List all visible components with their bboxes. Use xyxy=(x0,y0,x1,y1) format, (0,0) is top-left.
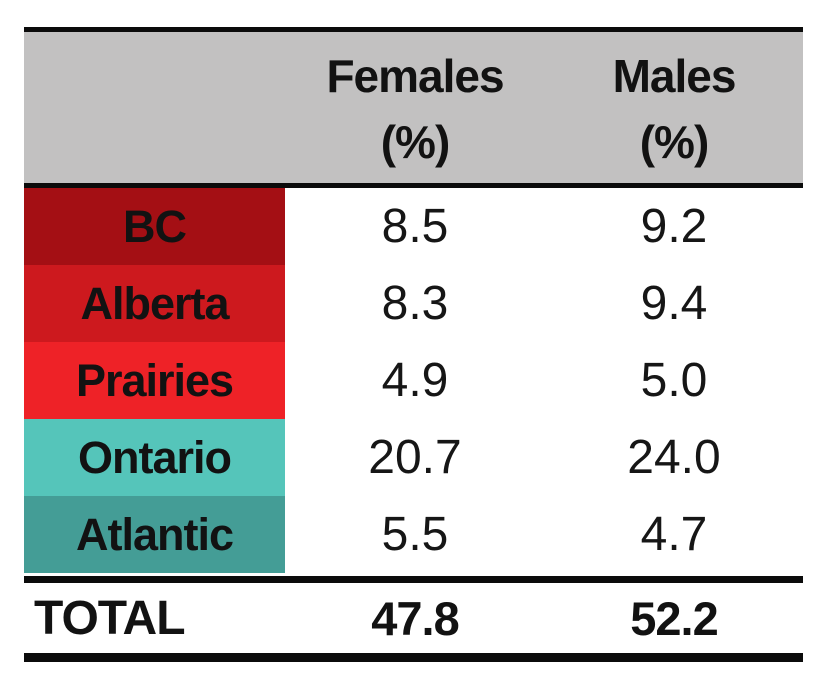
value-bc-females: 8.5 xyxy=(381,200,449,253)
header-bottom-rule xyxy=(24,183,803,188)
region-label-bc: BC xyxy=(24,188,285,265)
value-bc-males: 9.2 xyxy=(640,200,708,253)
bottom-rule xyxy=(24,653,803,662)
regional-sex-distribution-table: Females (%) Males (%) BC 8.5 9.2 Alberta… xyxy=(24,27,803,662)
table-row-atlantic: Atlantic 5.5 4.7 xyxy=(24,496,803,573)
table-row-alberta: Alberta 8.3 9.4 xyxy=(24,265,803,342)
top-rule xyxy=(24,27,803,32)
total-males-value: 52.2 xyxy=(630,591,718,645)
header-males-unit: (%) xyxy=(639,115,710,168)
table-header-row: Females (%) Males (%) xyxy=(24,32,803,183)
header-females-label: Females xyxy=(326,50,504,103)
total-label: TOTAL xyxy=(34,591,186,645)
region-label-atlantic: Atlantic xyxy=(24,496,285,573)
value-atlantic-males: 4.7 xyxy=(640,508,708,561)
value-alberta-males: 9.4 xyxy=(640,277,708,330)
value-ontario-females: 20.7 xyxy=(368,431,462,484)
table-row-prairies: Prairies 4.9 5.0 xyxy=(24,342,803,419)
table-row-total: TOTAL 47.8 52.2 xyxy=(24,583,803,653)
region-label-prairies: Prairies xyxy=(24,342,285,419)
value-alberta-females: 8.3 xyxy=(381,277,449,330)
table-row-bc: BC 8.5 9.2 xyxy=(24,188,803,265)
value-atlantic-females: 5.5 xyxy=(381,508,449,561)
table-row-ontario: Ontario 20.7 24.0 xyxy=(24,419,803,496)
region-label-alberta: Alberta xyxy=(24,265,285,342)
region-label-ontario: Ontario xyxy=(24,419,285,496)
value-ontario-males: 24.0 xyxy=(627,431,721,484)
value-prairies-males: 5.0 xyxy=(640,354,708,407)
header-females-unit: (%) xyxy=(380,115,451,168)
header-cell-empty xyxy=(24,32,285,183)
value-prairies-females: 4.9 xyxy=(381,354,449,407)
header-males-label: Males xyxy=(612,50,737,103)
header-cell-males: Males (%) xyxy=(545,32,803,183)
header-cell-females: Females (%) xyxy=(285,32,545,183)
total-females-value: 47.8 xyxy=(371,591,459,645)
total-separator-rule xyxy=(24,576,803,583)
